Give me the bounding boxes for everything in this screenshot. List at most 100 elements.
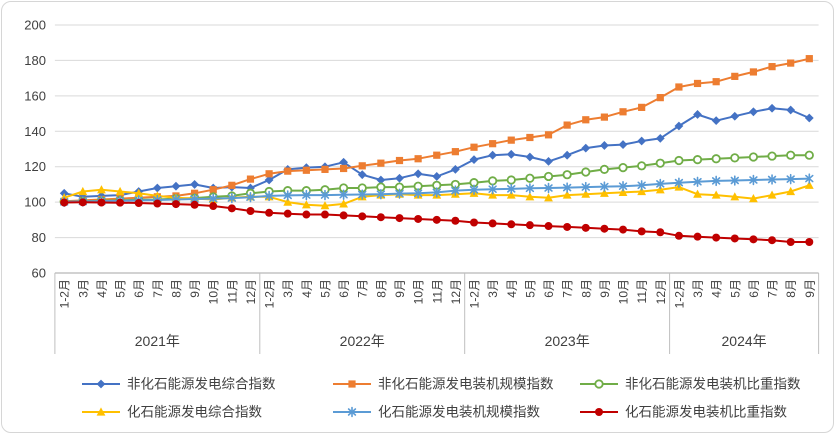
diamond-marker — [395, 173, 404, 183]
circle-open-marker — [804, 150, 814, 160]
y-axis-tick-label: 200 — [24, 18, 46, 33]
x-axis-month-label: 6月 — [542, 279, 556, 298]
triangle-marker — [562, 190, 572, 199]
circle-open-marker — [599, 164, 609, 174]
legend-item-label: 非化石能源发电装机规模指数 — [378, 377, 554, 392]
diamond-marker — [506, 149, 516, 159]
circle-filled-marker — [595, 408, 603, 416]
diamond-marker — [469, 155, 479, 165]
y-axis-tick-label: 60 — [32, 266, 46, 281]
asterisk-marker — [302, 189, 311, 201]
x-axis-month-label: 6月 — [337, 279, 351, 298]
asterisk-marker — [693, 176, 702, 187]
asterisk-marker — [209, 193, 218, 204]
triangle-marker — [544, 193, 553, 202]
circle-open-marker — [786, 150, 796, 160]
asterisk-marker — [562, 182, 572, 193]
diamond-marker — [674, 121, 684, 131]
triangle-marker — [786, 186, 796, 196]
asterisk-marker — [358, 189, 367, 200]
y-axis-tick-label: 180 — [24, 53, 46, 68]
x-axis-month-label: 3月 — [691, 279, 705, 298]
circle-filled-marker — [190, 200, 199, 209]
asterisk-marker — [507, 183, 516, 195]
circle-filled-marker — [246, 207, 255, 215]
legend-item-label: 非化石能源发电综合指数 — [127, 377, 276, 392]
circle-filled-marker — [265, 208, 274, 217]
triangle-marker — [301, 200, 311, 209]
asterisk-marker — [674, 177, 684, 188]
asterisk-marker — [432, 187, 441, 198]
square-marker — [526, 133, 534, 142]
diamond-marker — [171, 181, 181, 191]
square-marker — [563, 121, 571, 129]
gridlines: 60 80 100 120 140 160 180 200 — [24, 18, 819, 281]
diamond-marker — [264, 175, 274, 185]
square-marker — [433, 151, 441, 159]
x-axis-month-label: 10月 — [207, 279, 221, 304]
square-marker — [377, 159, 385, 167]
square-marker — [348, 380, 356, 388]
asterisk-marker — [637, 180, 646, 191]
circle-open-marker — [618, 163, 628, 173]
x-axis-month-label: 3月 — [486, 279, 500, 298]
asterisk-marker — [805, 173, 814, 184]
legend-item-fossil-installed-capacity-share-index: 化石能源发电装机比重指数 — [580, 405, 787, 420]
circle-filled-marker — [637, 227, 646, 236]
circle-filled-marker — [693, 232, 702, 241]
legend-item-fossil-generation-composite-index: 化石能源发电综合指数 — [82, 405, 262, 420]
circle-open-marker — [655, 158, 665, 168]
circle-filled-marker — [116, 198, 125, 207]
circle-filled-marker — [283, 209, 292, 218]
legend-item-label: 化石能源发电装机规模指数 — [378, 405, 540, 420]
square-marker — [805, 55, 813, 63]
x-axis-month-label: 9月 — [803, 279, 817, 298]
circle-filled-marker — [805, 238, 814, 246]
square-marker — [712, 78, 720, 86]
diamond-marker — [339, 157, 349, 167]
circle-filled-marker — [786, 238, 795, 246]
x-axis-month-label: 7月 — [356, 279, 370, 298]
square-marker — [600, 113, 608, 121]
circle-filled-marker — [395, 214, 404, 223]
circle-filled-marker — [451, 216, 460, 225]
legend-item-label: 化石能源发电综合指数 — [127, 405, 262, 420]
triangle-marker — [78, 186, 88, 196]
asterisk-marker — [413, 188, 423, 199]
circle-open-marker — [711, 154, 721, 164]
square-marker — [731, 72, 739, 80]
square-marker — [675, 83, 683, 91]
x-axis-month-label: 3月 — [76, 279, 90, 298]
circle-filled-marker — [97, 198, 106, 207]
asterisk-marker — [451, 185, 460, 196]
asterisk-marker — [488, 184, 497, 195]
asterisk-marker — [395, 188, 404, 199]
circle-filled-marker — [600, 224, 609, 233]
square-marker — [340, 164, 348, 173]
circle-filled-marker — [544, 222, 553, 231]
x-axis-month-label: 1-2月 — [263, 279, 277, 308]
asterisk-marker — [730, 175, 739, 186]
square-marker — [768, 63, 776, 71]
y-axis-tick-label: 120 — [24, 159, 46, 174]
circle-filled-marker — [712, 233, 721, 242]
x-axis-year-label: 2024年 — [722, 333, 767, 349]
triangle-marker — [134, 188, 144, 197]
x-axis-month-label: 1-2月 — [468, 279, 482, 308]
circle-open-marker — [543, 171, 554, 182]
circle-open-marker — [692, 155, 703, 165]
asterisk-marker — [347, 406, 357, 418]
circle-filled-marker — [60, 198, 69, 207]
square-marker — [787, 59, 795, 67]
x-axis-month-label: 9月 — [188, 279, 202, 298]
x-axis-month-label: 5月 — [728, 279, 742, 298]
x-axis-month-label: 10月 — [617, 279, 631, 304]
square-marker — [489, 140, 497, 148]
x-axis-month-label: 9月 — [393, 279, 407, 298]
diamond-marker — [786, 105, 796, 115]
circle-filled-marker — [768, 236, 777, 245]
y-axis-tick-label: 140 — [24, 124, 46, 139]
asterisk-marker — [544, 182, 553, 194]
